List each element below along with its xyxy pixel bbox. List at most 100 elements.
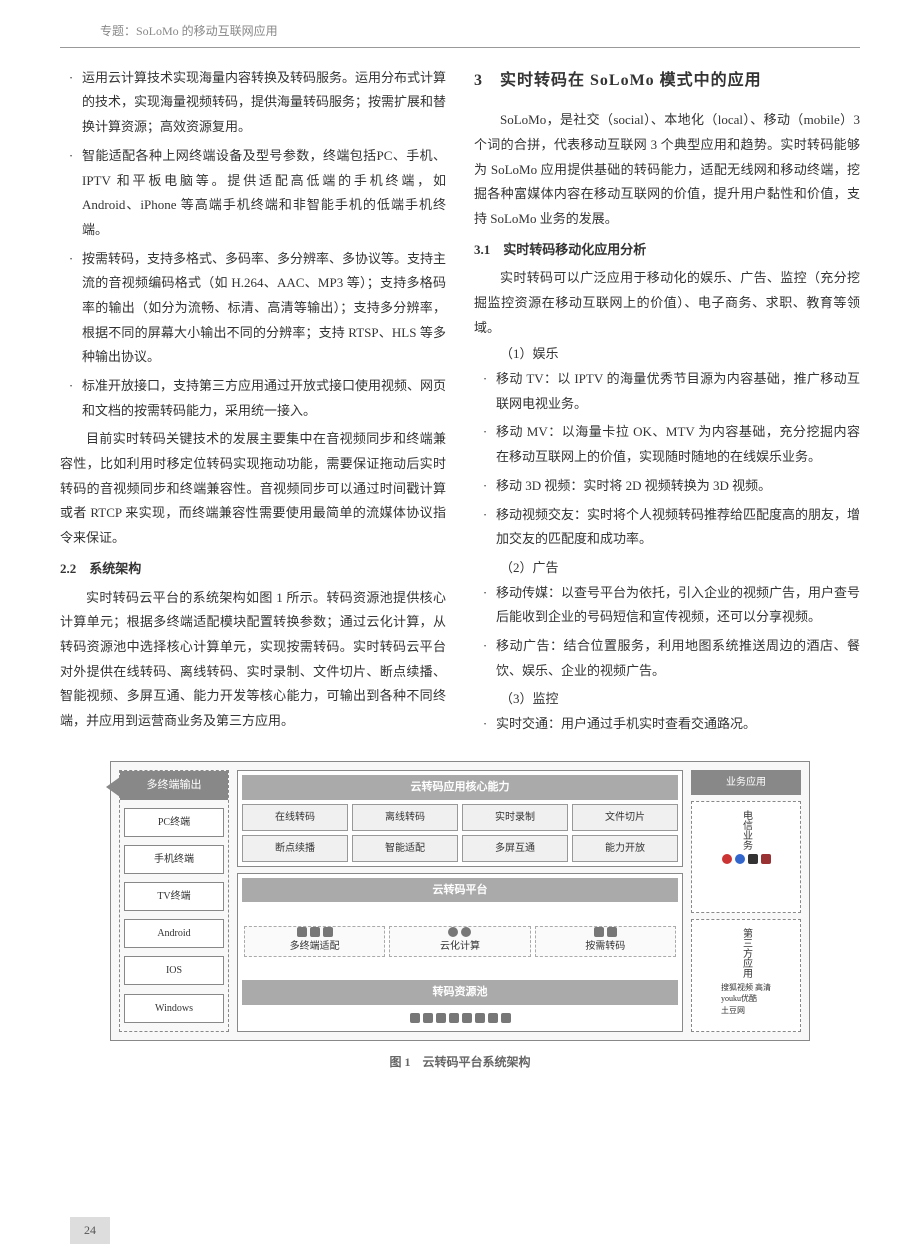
resource-icons (410, 1013, 511, 1023)
group-label: （2）广告 (474, 556, 860, 581)
capability-cell: 文件切片 (572, 804, 678, 831)
brand-sohu: 搜狐视频 高清 (721, 982, 771, 993)
platform-item: 云化计算 (389, 926, 530, 957)
cloud-icons (448, 927, 471, 937)
logo-icon (748, 854, 758, 864)
figure-terminals-panel: 多终端输出 PC终端 手机终端 TV终端 Android IOS Windows (119, 770, 229, 1032)
paragraph: 实时转码云平台的系统架构如图 1 所示。转码资源池提供核心计算单元；根据多终端适… (60, 586, 446, 734)
biz-app-title: 业务应用 (691, 770, 801, 795)
capabilities-grid: 在线转码 离线转码 实时录制 文件切片 断点续播 智能适配 多屏互通 能力开放 (242, 804, 678, 862)
bullet-text: 智能适配各种上网终端设备及型号参数，终端包括PC、手机、IPTV 和平板电脑等。… (82, 144, 446, 243)
capability-cell: 实时录制 (462, 804, 568, 831)
server-icons (594, 927, 617, 937)
platform-item: 按需转码 (535, 926, 676, 957)
right-column: 3 实时转码在 SoLoMo 模式中的应用 SoLoMo，是社交（social）… (474, 66, 860, 741)
terminal-item: IOS (124, 956, 224, 985)
bullet-text: 标准开放接口，支持第三方应用通过开放式接口使用视频、网页和文档的按需转码能力，采… (82, 374, 446, 423)
bullet-item: · 移动 3D 视频：实时将 2D 视频转换为 3D 视频。 (474, 474, 860, 499)
resource-icon (501, 1013, 511, 1023)
brand-youku: youku优酷 (721, 993, 771, 1004)
capabilities-title: 云转码应用核心能力 (242, 775, 678, 800)
bullet-dot-icon: · (474, 503, 496, 552)
figure-1: 多终端输出 PC终端 手机终端 TV终端 Android IOS Windows… (60, 761, 860, 1074)
pool-title: 转码资源池 (242, 980, 678, 1005)
bullet-dot-icon: · (474, 474, 496, 499)
page-number: 24 (70, 1217, 110, 1244)
resource-icon (449, 1013, 459, 1023)
bullet-item: · 标准开放接口，支持第三方应用通过开放式接口使用视频、网页和文档的按需转码能力… (60, 374, 446, 423)
bullet-item: · 移动 TV：以 IPTV 的海量优秀节目源为内容基础，推广移动互联网电视业务… (474, 367, 860, 416)
server-icon (594, 927, 604, 937)
bullet-dot-icon: · (60, 374, 82, 423)
bullet-dot-icon: · (60, 144, 82, 243)
group-label: （3）监控 (474, 687, 860, 712)
bullet-text: 实时交通：用户通过手机实时查看交通路况。 (496, 712, 860, 737)
capability-cell: 离线转码 (352, 804, 458, 831)
bullet-item: · 按需转码，支持多格式、多码率、多分辨率、多协议等。支持主流的音视频编码格式（… (60, 247, 446, 370)
arrow-left-icon (106, 777, 120, 797)
platform-title: 云转码平台 (242, 878, 678, 903)
bullet-text: 移动 TV：以 IPTV 的海量优秀节目源为内容基础，推广移动互联网电视业务。 (496, 367, 860, 416)
bullet-dot-icon: · (474, 634, 496, 683)
figure-terminals-list: PC终端 手机终端 TV终端 Android IOS Windows (120, 800, 228, 1031)
capability-cell: 在线转码 (242, 804, 348, 831)
capability-cell: 能力开放 (572, 835, 678, 862)
bullet-item: · 智能适配各种上网终端设备及型号参数，终端包括PC、手机、IPTV 和平板电脑… (60, 144, 446, 243)
device-icon (297, 927, 307, 937)
logo-icon (735, 854, 745, 864)
group-label: （1）娱乐 (474, 342, 860, 367)
thirdparty-label: 第三方应用 (737, 924, 756, 982)
bullet-item: · 移动视频交友：实时将个人视频转码推荐给匹配度高的朋友，增加交友的匹配度和成功… (474, 503, 860, 552)
figure-capabilities-box: 云转码应用核心能力 在线转码 离线转码 实时录制 文件切片 断点续播 智能适配 … (237, 770, 683, 867)
terminal-item: Windows (124, 994, 224, 1023)
resource-icon (410, 1013, 420, 1023)
resource-icon (436, 1013, 446, 1023)
bullet-text: 移动传媒：以查号平台为依托，引入企业的视频广告，用户查号后能收到企业的号码短信和… (496, 581, 860, 630)
telecom-logos (716, 854, 776, 864)
bullet-dot-icon: · (474, 712, 496, 737)
terminal-item: PC终端 (124, 808, 224, 837)
bullet-text: 移动广告：结合位置服务，利用地图系统推送周边的酒店、餐饮、娱乐、企业的视频广告。 (496, 634, 860, 683)
platform-item-label: 按需转码 (585, 937, 625, 956)
logo-icon (761, 854, 771, 864)
pool-icons-row (242, 1009, 678, 1027)
bullet-item: · 移动传媒：以查号平台为依托，引入企业的视频广告，用户查号后能收到企业的号码短… (474, 581, 860, 630)
cloud-icon (461, 927, 471, 937)
platform-row: 多终端适配 云化计算 按需转码 (242, 906, 678, 975)
thirdparty-box: 第三方应用 搜狐视频 高清 youku优酷 土豆网 (691, 919, 801, 1032)
cloud-icon (448, 927, 458, 937)
thirdparty-brands: 搜狐视频 高清 youku优酷 土豆网 (721, 982, 771, 1016)
page-header: 专题：SoLoMo 的移动互联网应用 (60, 20, 860, 48)
bullet-dot-icon: · (60, 247, 82, 370)
figure-platform-box: 云转码平台 多终端适配 (237, 873, 683, 1032)
bullet-item: · 移动 MV：以海量卡拉 OK、MTV 为内容基础，充分挖掘内容在移动互联网上… (474, 420, 860, 469)
device-icon (310, 927, 320, 937)
bullet-text: 运用云计算技术实现海量内容转换及转码服务。运用分布式计算的技术，实现海量视频转码… (82, 66, 446, 140)
figure-center-panel: 云转码应用核心能力 在线转码 离线转码 实时录制 文件切片 断点续播 智能适配 … (237, 770, 683, 1032)
terminal-item: TV终端 (124, 882, 224, 911)
logo-icon (722, 854, 732, 864)
device-icon (323, 927, 333, 937)
resource-icon (488, 1013, 498, 1023)
two-column-body: · 运用云计算技术实现海量内容转换及转码服务。运用分布式计算的技术，实现海量视频… (60, 66, 860, 741)
paragraph: 目前实时转码关键技术的发展主要集中在音视频同步和终端兼容性，比如利用时移定位转码… (60, 427, 446, 550)
resource-icon (475, 1013, 485, 1023)
resource-icon (423, 1013, 433, 1023)
platform-item-label: 云化计算 (440, 937, 480, 956)
figure-caption: 图 1 云转码平台系统架构 (389, 1051, 530, 1074)
bullet-text: 移动 MV：以海量卡拉 OK、MTV 为内容基础，充分挖掘内容在移动互联网上的价… (496, 420, 860, 469)
paragraph: SoLoMo，是社交（social）、本地化（local）、移动（mobile）… (474, 108, 860, 231)
bullet-item: · 运用云计算技术实现海量内容转换及转码服务。运用分布式计算的技术，实现海量视频… (60, 66, 446, 140)
paragraph: 实时转码可以广泛应用于移动化的娱乐、广告、监控（充分挖掘监控资源在移动互联网上的… (474, 266, 860, 340)
bullet-item: · 移动广告：结合位置服务，利用地图系统推送周边的酒店、餐饮、娱乐、企业的视频广… (474, 634, 860, 683)
bullet-text: 移动 3D 视频：实时将 2D 视频转换为 3D 视频。 (496, 474, 860, 499)
section-heading-2-2: 2.2 系统架构 (60, 557, 446, 582)
section-heading-3-1: 3.1 实时转码移动化应用分析 (474, 238, 860, 263)
bullet-text: 移动视频交友：实时将个人视频转码推荐给匹配度高的朋友，增加交友的匹配度和成功率。 (496, 503, 860, 552)
bullet-item: · 实时交通：用户通过手机实时查看交通路况。 (474, 712, 860, 737)
capability-cell: 多屏互通 (462, 835, 568, 862)
section-heading-3: 3 实时转码在 SoLoMo 模式中的应用 (474, 66, 860, 96)
header-text: 专题：SoLoMo 的移动互联网应用 (100, 24, 278, 38)
figure-terminals-title: 多终端输出 (120, 771, 228, 800)
server-icon (607, 927, 617, 937)
